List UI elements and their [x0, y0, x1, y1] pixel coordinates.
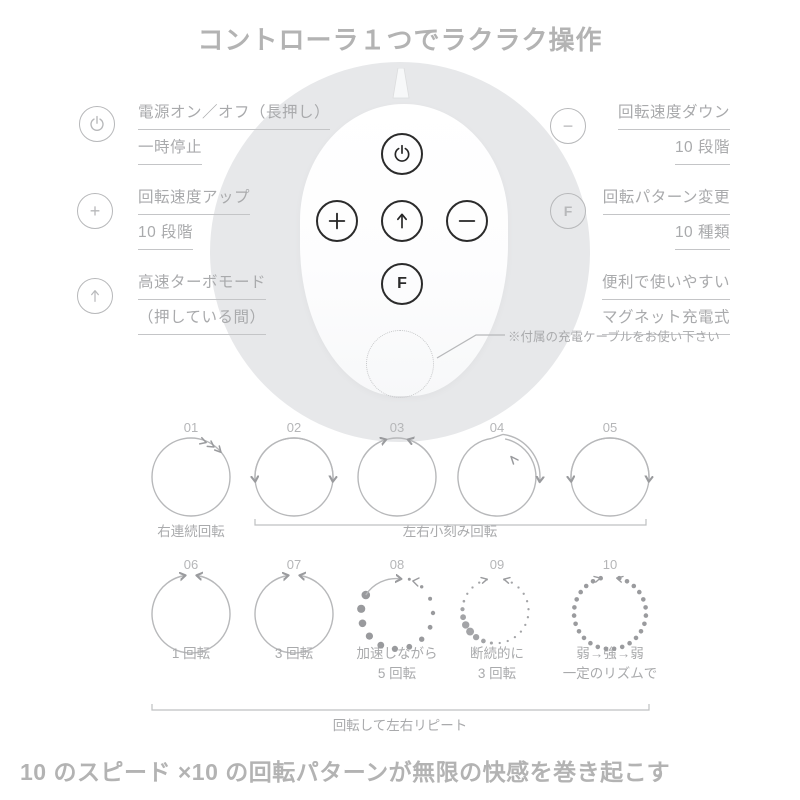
- svg-text:01: 01: [184, 420, 198, 435]
- svg-text:06: 06: [184, 557, 198, 572]
- svg-text:10: 10: [603, 557, 617, 572]
- svg-text:右連続回転: 右連続回転: [157, 524, 225, 539]
- svg-text:04: 04: [490, 420, 504, 435]
- svg-text:02: 02: [287, 420, 301, 435]
- svg-text:弱→強→弱: 弱→強→弱: [576, 646, 644, 661]
- svg-text:3 回転: 3 回転: [478, 666, 517, 681]
- svg-text:左右小刻み回転: 左右小刻み回転: [403, 524, 498, 539]
- svg-text:07: 07: [287, 557, 301, 572]
- svg-text:5 回転: 5 回転: [378, 666, 417, 681]
- svg-text:03: 03: [390, 420, 404, 435]
- svg-text:08: 08: [390, 557, 404, 572]
- svg-text:回転して左右リピート: 回転して左右リピート: [333, 718, 468, 733]
- svg-text:1 回転: 1 回転: [172, 646, 211, 661]
- svg-text:断続的に: 断続的に: [470, 646, 524, 661]
- svg-text:3 回転: 3 回転: [275, 646, 314, 661]
- svg-text:05: 05: [603, 420, 617, 435]
- svg-text:09: 09: [490, 557, 504, 572]
- svg-text:一定のリズムで: 一定のリズムで: [563, 666, 658, 681]
